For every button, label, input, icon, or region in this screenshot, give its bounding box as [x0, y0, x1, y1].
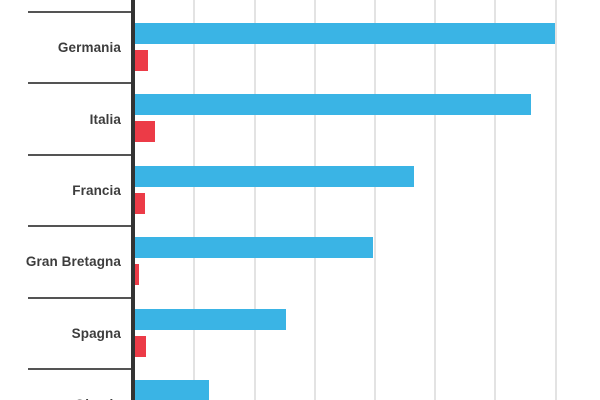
row-separator	[28, 153, 131, 156]
category-label: Francia	[72, 182, 121, 198]
series-red-bar	[134, 264, 139, 286]
series-blue-bar	[134, 380, 209, 400]
series-blue-bar	[134, 308, 286, 330]
row-separator	[28, 11, 131, 13]
category-label: Gran Bretagna	[25, 254, 121, 270]
gridline	[494, 0, 497, 400]
row-separator	[28, 368, 131, 370]
series-blue-bar	[134, 94, 531, 116]
gridline	[434, 0, 437, 400]
row-separator	[28, 82, 131, 85]
gridline	[374, 0, 376, 400]
series-red-bar	[134, 192, 146, 214]
row-separator	[28, 296, 131, 299]
gridline	[554, 0, 557, 400]
gridline	[313, 0, 316, 400]
row-separator	[28, 225, 131, 228]
series-blue-bar	[134, 165, 414, 187]
category-label: Olanda	[0, 369, 121, 400]
category-label: Germania	[57, 40, 121, 56]
series-red-bar	[134, 335, 146, 357]
gridline	[253, 0, 256, 400]
category-label: Spagna	[71, 325, 121, 341]
gridline	[193, 0, 196, 400]
series-red-bar	[134, 50, 149, 71]
category-label: Italia	[89, 111, 121, 127]
series-blue-bar	[134, 23, 555, 44]
series-blue-bar	[134, 237, 373, 259]
y-axis-line	[130, 0, 135, 400]
series-red-bar	[134, 121, 155, 143]
